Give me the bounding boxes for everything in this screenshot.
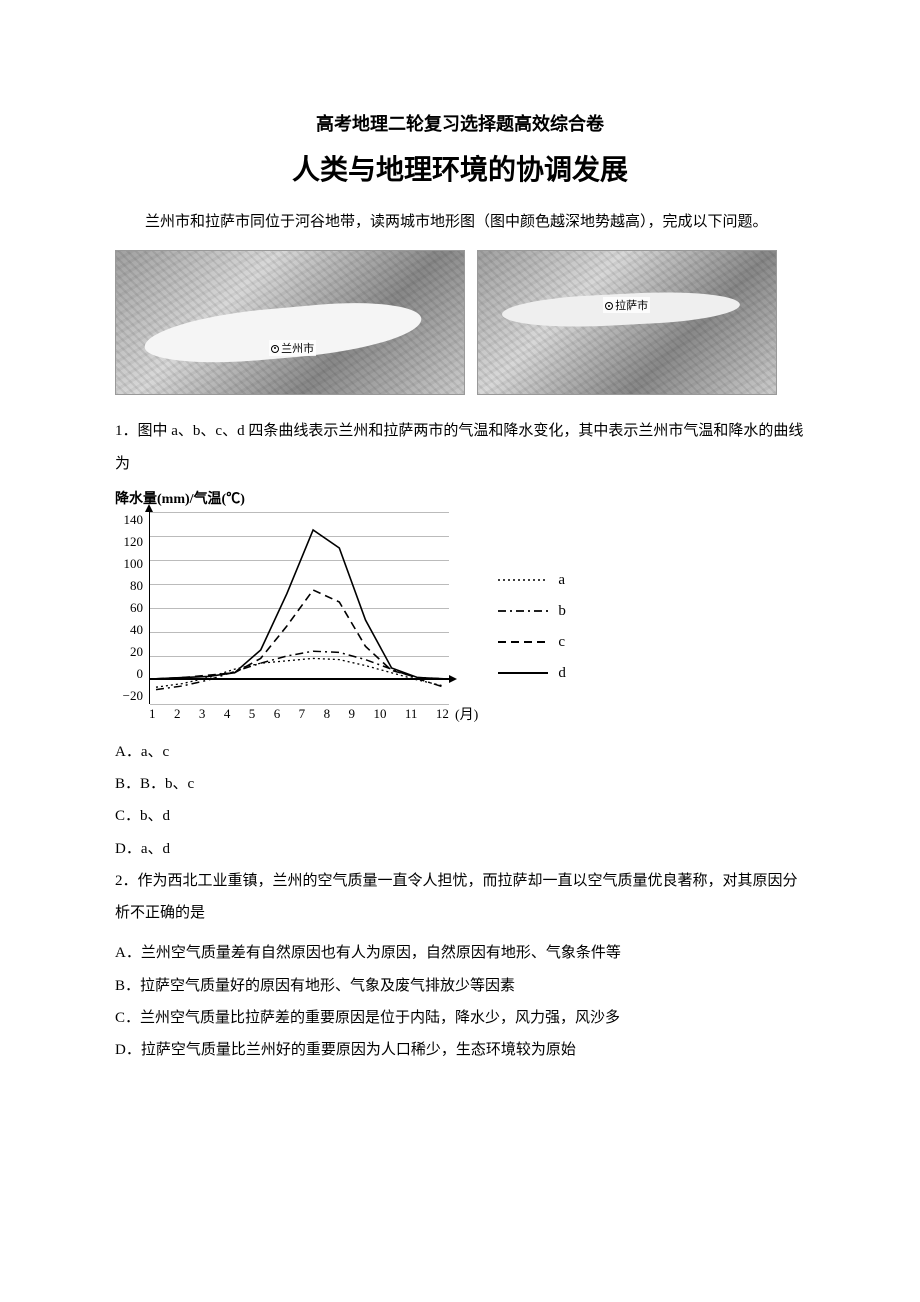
intro-text: 兰州市和拉萨市同位于河谷地带，读两城市地形图（图中颜色越深地势越高），完成以下问… [115, 206, 805, 238]
legend-a: a [498, 572, 566, 589]
curves-svg [150, 512, 450, 704]
arrow-x-icon [449, 675, 457, 683]
x-axis-labels: 123456789101112 [149, 704, 449, 722]
q2-option-c: C．兰州空气质量比拉萨差的重要原因是位于内陆，降水少，风力强，风沙多 [115, 1002, 805, 1034]
page-title-2: 人类与地理环境的协调发展 [115, 148, 805, 188]
y-axis-labels: 140120100806040200−20 [115, 512, 149, 704]
q1-option-d: D．a、d [115, 833, 805, 865]
plot-area [149, 512, 449, 704]
q1-option-a: A．a、c [115, 736, 805, 768]
q2-options: A．兰州空气质量差有自然原因也有人为原因，自然原因有地形、气象条件等 B．拉萨空… [115, 937, 805, 1066]
y-axis-title: 降水量(mm)/气温(℃) [115, 488, 805, 508]
q2-option-a: A．兰州空气质量差有自然原因也有人为原因，自然原因有地形、气象条件等 [115, 937, 805, 969]
q1-option-c: C．b、d [115, 800, 805, 832]
q2-option-d: D．拉萨空气质量比兰州好的重要原因为人口稀少，生态环境较为原始 [115, 1034, 805, 1066]
city-label-lhasa: 拉萨市 [603, 297, 650, 313]
map-lanzhou: 兰州市 [115, 250, 465, 395]
legend-d: d [498, 665, 566, 682]
page-title-1: 高考地理二轮复习选择题高效综合卷 [115, 110, 805, 136]
city-label-lanzhou: 兰州市 [269, 340, 316, 356]
q2-stem: 2．作为西北工业重镇，兰州的空气质量一直令人担忧，而拉萨却一直以空气质量优良著称… [115, 865, 805, 930]
q1-option-b: B．B．b、c [115, 768, 805, 800]
q1-options: A．a、c B．B．b、c C．b、d D．a、d [115, 736, 805, 865]
map-lhasa: 拉萨市 [477, 250, 777, 395]
arrow-y-icon [145, 504, 153, 512]
q1-stem: 1．图中 a、b、c、d 四条曲线表示兰州和拉萨两市的气温和降水变化，其中表示兰… [115, 415, 805, 480]
x-axis-title: (月) [455, 704, 478, 724]
map-row: 兰州市 拉萨市 [115, 250, 805, 395]
legend-b: b [498, 603, 566, 620]
climate-chart: 降水量(mm)/气温(℃) 140120100806040200−20 1234… [115, 488, 805, 722]
legend-c: c [498, 634, 566, 651]
q2-option-b: B．拉萨空气质量好的原因有地形、气象及废气排放少等因素 [115, 970, 805, 1002]
chart-legend: abcd [498, 572, 566, 696]
